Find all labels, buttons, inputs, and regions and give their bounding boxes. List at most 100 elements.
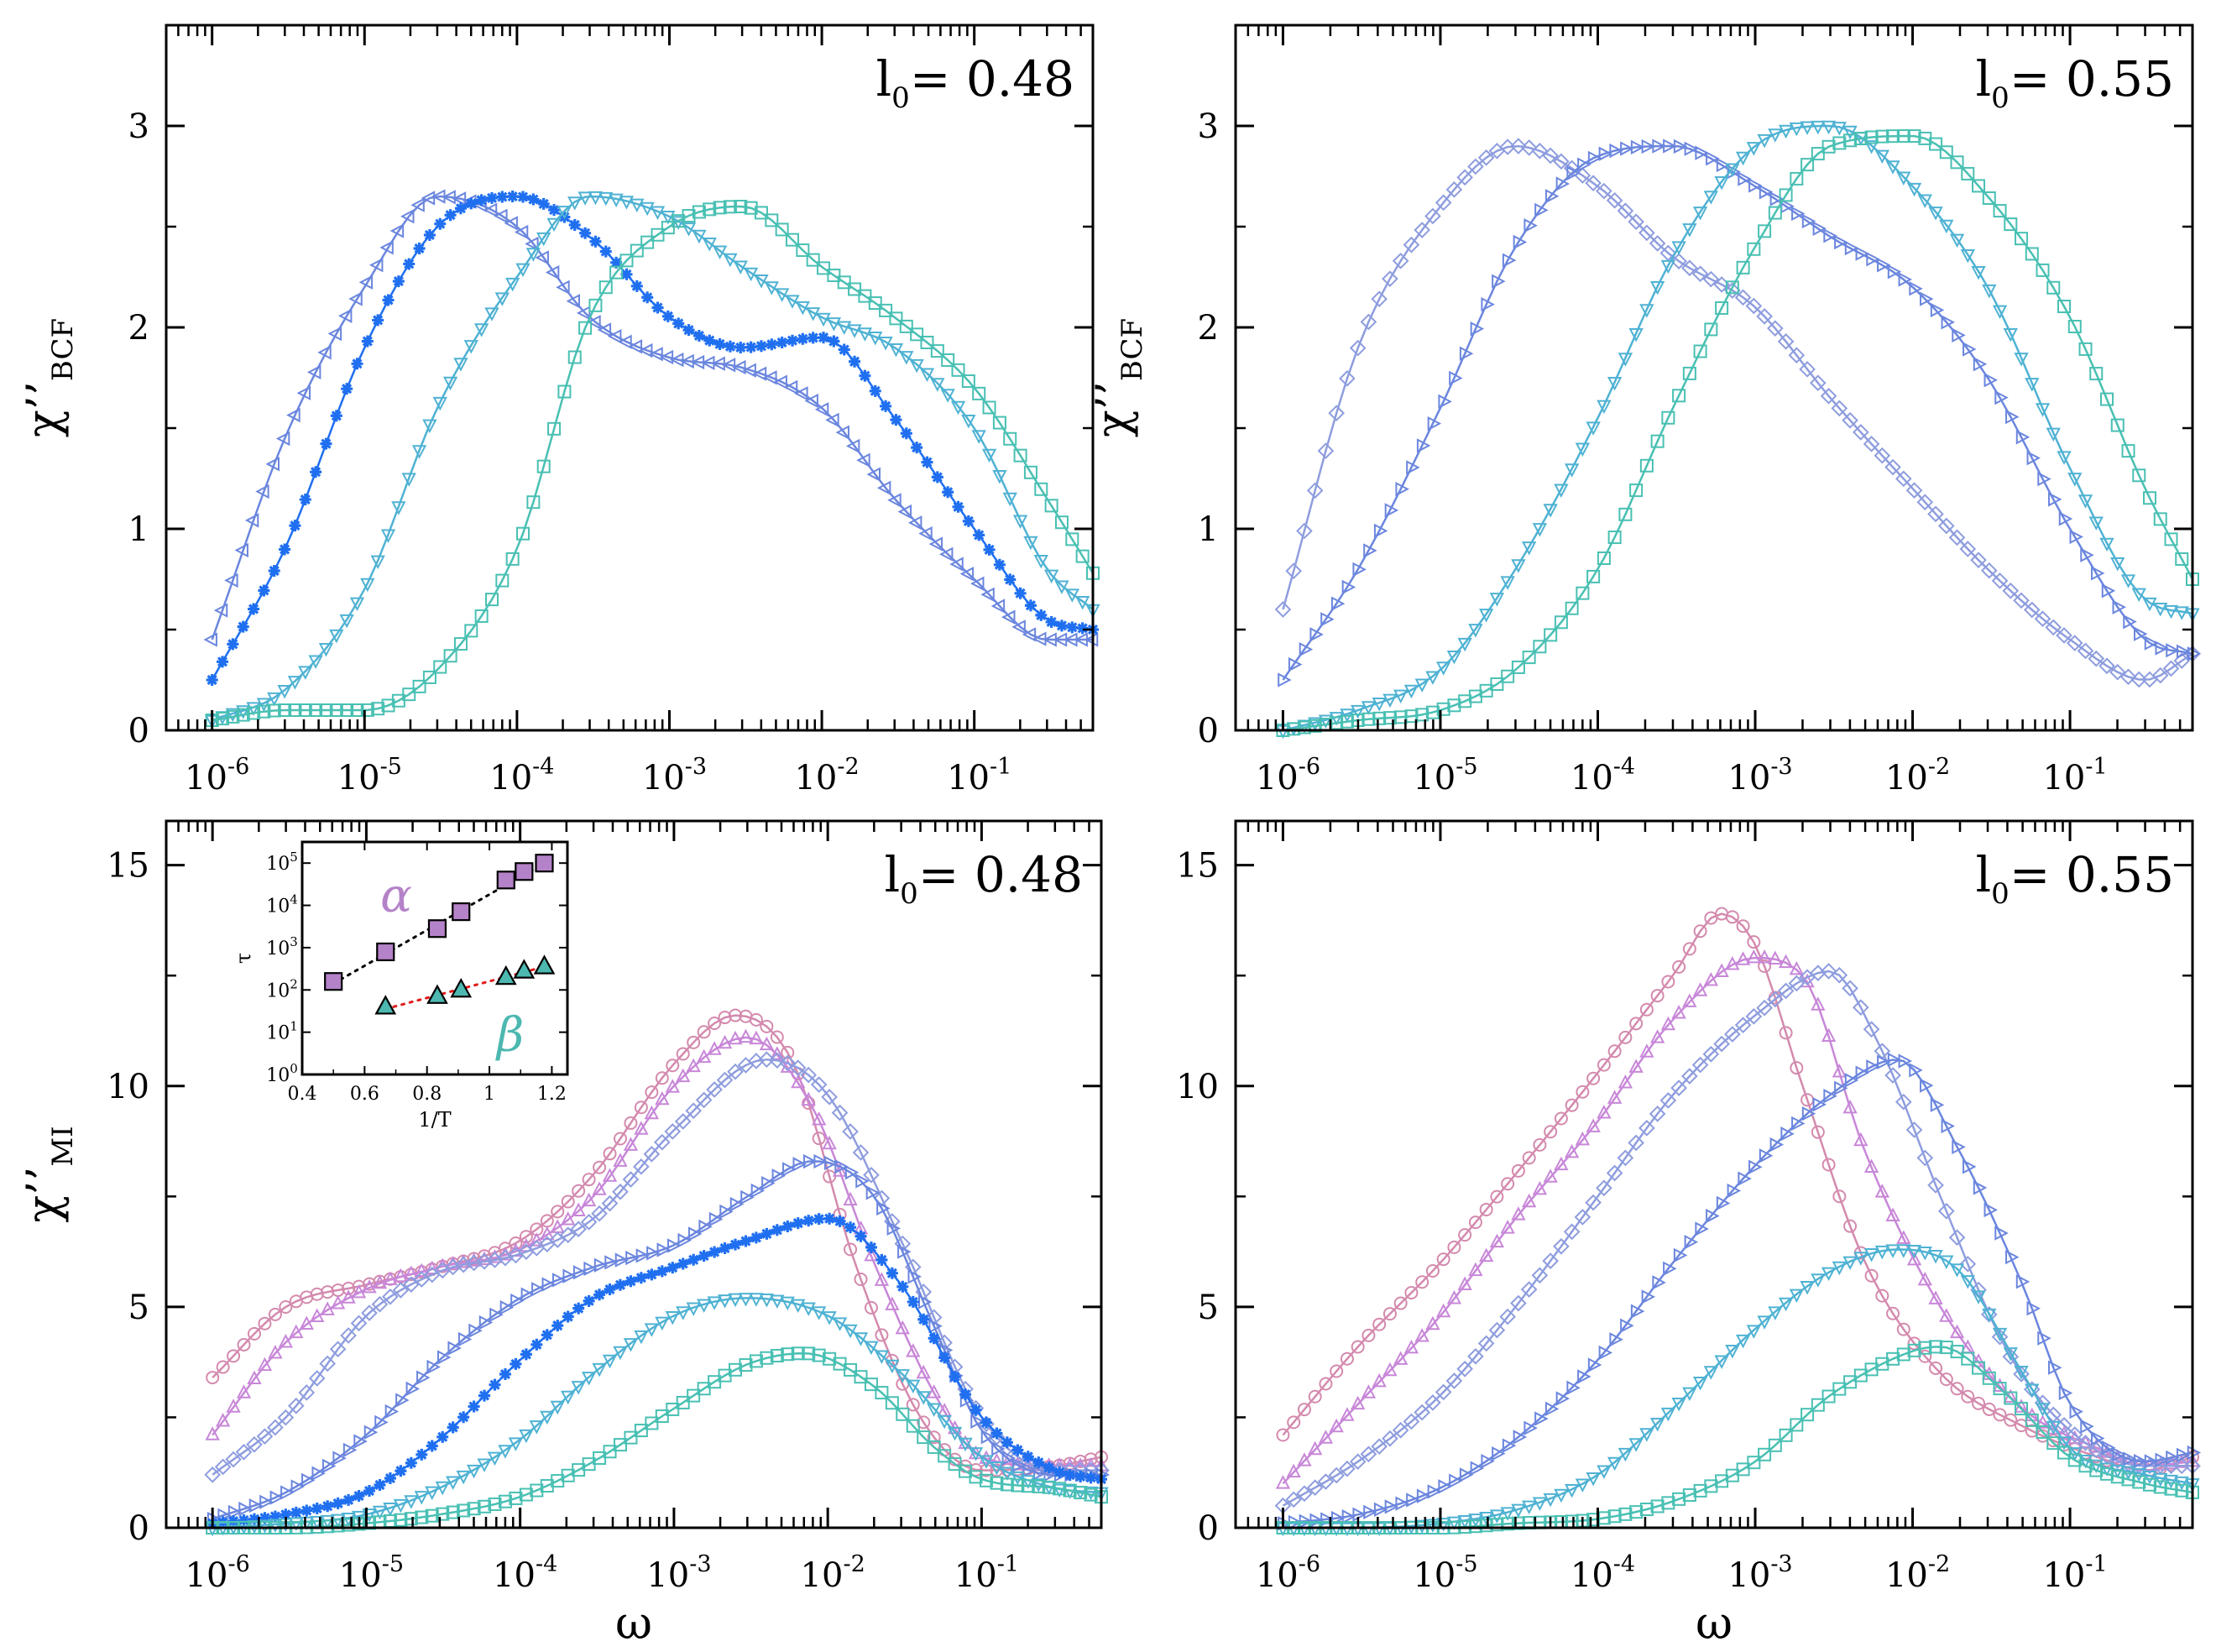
data-point: [729, 1008, 743, 1022]
data-point: [2069, 529, 2083, 545]
data-point: [1628, 327, 1644, 342]
data-point: [1317, 1473, 1335, 1490]
x-tick-label-base: 10: [489, 759, 532, 797]
data-point: [1513, 1430, 1528, 1445]
series-line: [212, 205, 1095, 722]
data-point: [468, 1400, 480, 1413]
data-point: [321, 1500, 334, 1513]
data-point: [1917, 1247, 1932, 1261]
data-point: [727, 1063, 744, 1080]
data-point: [2134, 1454, 2148, 1469]
data-point: [1415, 708, 1429, 722]
data-point: [2132, 1475, 2146, 1489]
data-point: [1329, 1418, 1344, 1433]
data-point: [541, 1329, 553, 1341]
data-point: [682, 324, 695, 337]
data-point: [1544, 189, 1560, 204]
x-tick-label: 10-6: [186, 1551, 250, 1595]
x-tick-label-base: 10: [1885, 759, 1928, 797]
data-point: [1961, 166, 1975, 180]
data-point: [1843, 133, 1858, 148]
data-point: [698, 1250, 710, 1263]
data-point: [1393, 1351, 1409, 1365]
data-point: [661, 210, 676, 225]
data-point: [1691, 1056, 1709, 1074]
data-point: [719, 1242, 731, 1254]
data-point: [1544, 628, 1558, 642]
data-point: [1065, 532, 1079, 546]
data-point: [2142, 1457, 2157, 1472]
data-point: [1435, 1383, 1452, 1401]
data-point: [651, 227, 665, 242]
data-point: [602, 1354, 618, 1369]
data-point: [1778, 1297, 1794, 1312]
data-point: [1445, 180, 1463, 198]
data-point: [1511, 559, 1526, 573]
data-point: [425, 1260, 440, 1275]
data-point: [1414, 222, 1430, 238]
data-point: [706, 1081, 723, 1098]
data-point: [1351, 1340, 1365, 1354]
data-point: [1991, 1328, 2009, 1346]
series-up-triangles: [1275, 949, 2200, 1489]
data-point: [619, 196, 635, 210]
data-point: [1866, 1059, 1880, 1074]
data-point: [508, 1437, 524, 1451]
data-point: [238, 1513, 250, 1526]
data-point: [1716, 157, 1731, 173]
data-point: [1521, 541, 1537, 556]
data-point: [536, 232, 551, 247]
data-point: [640, 235, 655, 249]
data-point: [1959, 1255, 1977, 1273]
data-point: [947, 1426, 963, 1441]
data-point: [452, 191, 467, 206]
data-point: [910, 327, 924, 342]
data-point: [2026, 451, 2041, 466]
data-point: [1941, 315, 1956, 330]
data-point: [1971, 266, 1986, 280]
data-point: [436, 1507, 450, 1521]
data-point: [885, 1359, 900, 1374]
data-point: [1769, 191, 1785, 206]
data-point: [1791, 1116, 1806, 1132]
data-point: [900, 427, 912, 440]
data-point: [2036, 1425, 2050, 1439]
data-point: [1660, 1407, 1676, 1422]
data-point: [1349, 339, 1367, 357]
data-point: [885, 1296, 900, 1310]
data-point: [645, 1268, 658, 1281]
data-point: [2109, 663, 2126, 681]
data-point: [216, 1360, 230, 1374]
data-point: [340, 703, 354, 717]
data-point: [1801, 1106, 1816, 1121]
data-point: [794, 386, 808, 401]
data-point: [823, 1351, 837, 1366]
data-point: [484, 307, 499, 322]
data-point: [1811, 996, 1826, 1011]
data-point: [1725, 280, 1739, 295]
data-point: [990, 1427, 1003, 1440]
data-point: [1001, 1451, 1017, 1466]
data-point: [1628, 1438, 1644, 1452]
data-point: [812, 1132, 826, 1146]
data-point: [1296, 522, 1313, 540]
data-point: [371, 1295, 389, 1313]
data-point: [1898, 1053, 1913, 1069]
data-point: [855, 1174, 870, 1189]
data-point: [1492, 1446, 1506, 1461]
inset-y-tick-label: 103: [266, 934, 298, 959]
data-point: [1756, 999, 1773, 1017]
data-point: [1789, 1289, 1804, 1304]
data-point: [713, 201, 727, 215]
data-point: [248, 1498, 264, 1513]
data-point: [980, 587, 995, 602]
data-point: [319, 1355, 337, 1372]
data-point: [1064, 588, 1079, 603]
data-point: [888, 342, 904, 358]
data-point: [2015, 232, 2029, 246]
data-point: [1628, 213, 1644, 231]
data-point: [298, 666, 313, 680]
data-point: [2004, 217, 2018, 232]
data-point: [1598, 146, 1613, 161]
